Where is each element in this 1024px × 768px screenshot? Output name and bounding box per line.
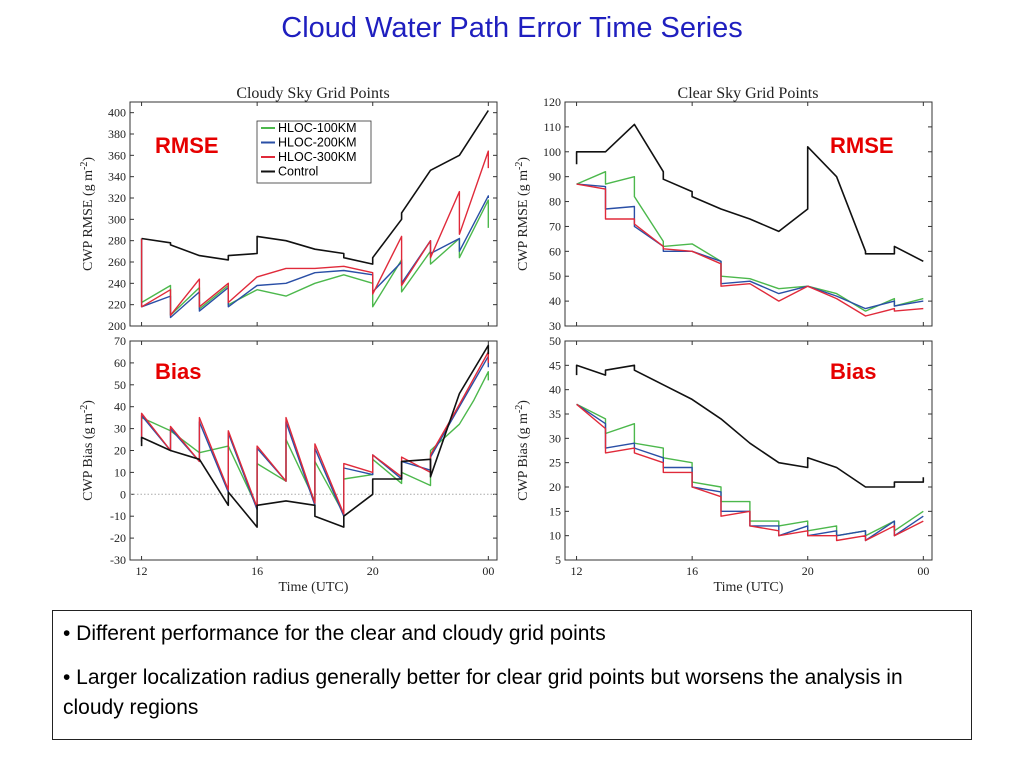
panel-tag: RMSE <box>830 133 894 158</box>
y-tick-label: 30 <box>549 319 561 333</box>
x-tick-label: 00 <box>482 564 494 578</box>
y-tick-label: -10 <box>110 509 126 523</box>
y-tick-label: 80 <box>549 195 561 209</box>
y-tick-label: 50 <box>114 378 126 392</box>
panel-title: Cloudy Sky Grid Points <box>236 85 389 102</box>
y-tick-label: 300 <box>108 212 126 226</box>
chart-panel-3: -30 -20 -10 0 10 20 30 40 50 60 70 12 16 20 00 CWP Bias… <box>79 334 498 595</box>
y-tick-label: 10 <box>549 529 561 543</box>
y-tick-label: 60 <box>114 356 126 370</box>
series-line-hloc-300km <box>576 183 924 317</box>
y-tick-label: -30 <box>110 553 126 567</box>
y-axis-label: CWP RMSE (g m-2) <box>79 157 96 271</box>
x-axis-label: Time (UTC) <box>279 580 349 595</box>
y-tick-label: 70 <box>549 219 561 233</box>
y-tick-label: 340 <box>108 170 126 184</box>
y-tick-label: 280 <box>108 234 126 248</box>
legend-entry: HLOC-300KM <box>278 150 357 164</box>
x-axis-label: Time (UTC) <box>714 580 784 595</box>
series-line-hloc-300km <box>576 403 924 542</box>
y-tick-label: 50 <box>549 334 561 348</box>
y-axis-label: CWP Bias (g m-2) <box>79 400 96 501</box>
y-tick-label: 320 <box>108 191 126 205</box>
y-tick-label: 15 <box>549 504 561 518</box>
y-tick-label: 20 <box>114 444 126 458</box>
y-tick-label: 120 <box>543 95 561 109</box>
y-tick-label: 20 <box>549 480 561 494</box>
y-tick-label: -20 <box>110 531 126 545</box>
summary-box: • Different performance for the clear an… <box>52 610 972 740</box>
plot-frame <box>564 340 933 561</box>
series-line-control <box>141 110 489 265</box>
y-tick-label: 0 <box>120 487 126 501</box>
x-tick-label: 12 <box>136 564 148 578</box>
legend-entry: HLOC-100KM <box>278 121 357 135</box>
y-tick-label: 240 <box>108 276 126 290</box>
y-tick-label: 100 <box>543 145 561 159</box>
y-tick-label: 10 <box>114 465 126 479</box>
legend-entry: HLOC-200KM <box>278 136 357 150</box>
y-tick-label: 220 <box>108 298 126 312</box>
y-tick-label: 35 <box>549 407 561 421</box>
y-tick-label: 200 <box>108 319 126 333</box>
panel-tag: Bias <box>830 359 876 384</box>
series-line-control <box>575 123 924 263</box>
bullet-2: • Larger localization radius generally b… <box>63 666 903 719</box>
y-axis-label: CWP Bias (g m-2) <box>514 400 531 501</box>
y-tick-label: 70 <box>114 334 126 348</box>
y-tick-label: 40 <box>114 400 126 414</box>
bullet-1: • Different performance for the clear an… <box>63 622 606 645</box>
chart-panel-2: Clear Sky Grid Points 30 40 50 60 70 80 90 100 11… <box>514 85 933 333</box>
y-tick-label: 60 <box>549 244 561 258</box>
y-tick-label: 90 <box>549 170 561 184</box>
panel-tag: RMSE <box>155 133 219 158</box>
y-tick-label: 380 <box>108 127 126 141</box>
panel-tag: Bias <box>155 359 201 384</box>
y-tick-label: 5 <box>555 553 561 567</box>
y-tick-label: 40 <box>549 383 561 397</box>
charts-area: Cloudy Sky Grid Points200220240260280300… <box>79 85 933 595</box>
series-line-hloc-200km <box>140 195 489 319</box>
y-axis-label: CWP RMSE (g m-2) <box>514 157 531 271</box>
series-line-control <box>140 344 490 528</box>
y-tick-label: 25 <box>549 456 561 470</box>
x-tick-label: 20 <box>802 564 814 578</box>
x-tick-label: 16 <box>686 564 698 578</box>
y-tick-label: 45 <box>549 358 561 372</box>
plot-frame <box>564 101 933 327</box>
x-tick-label: 16 <box>251 564 263 578</box>
chart-panel-4: 5 10 15 20 25 30 35 40 45 50 12 16 20 00 CWP Bias (g m… <box>514 334 933 595</box>
y-tick-label: 400 <box>108 106 126 120</box>
series-line-control <box>575 364 925 488</box>
y-tick-label: 110 <box>543 120 561 134</box>
y-tick-label: 30 <box>114 422 126 436</box>
legend-entry: Control <box>278 165 318 179</box>
series-line-hloc-300km <box>140 150 489 316</box>
legend-box <box>256 120 372 184</box>
y-tick-label: 40 <box>549 294 561 308</box>
y-tick-label: 50 <box>549 269 561 283</box>
y-tick-label: 30 <box>549 431 561 445</box>
series-line-hloc-100km <box>140 199 489 316</box>
y-tick-label: 260 <box>108 255 126 269</box>
x-tick-label: 00 <box>917 564 929 578</box>
chart-panel-1: Cloudy Sky Grid Points 200 220 240 260 280 300… <box>79 85 498 333</box>
x-tick-label: 20 <box>367 564 379 578</box>
y-tick-label: 360 <box>108 148 126 162</box>
panel-title: Clear Sky Grid Points <box>678 85 819 102</box>
x-tick-label: 12 <box>571 564 583 578</box>
slide-title: Cloud Water Path Error Time Series <box>281 12 743 44</box>
